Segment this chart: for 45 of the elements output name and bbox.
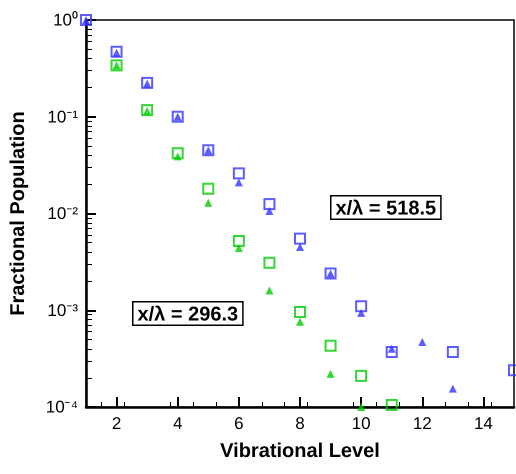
point (172, 147, 184, 160)
point (418, 338, 426, 346)
point (141, 76, 154, 89)
point (355, 300, 368, 312)
point (357, 403, 366, 411)
point (296, 318, 304, 326)
x-tick-label: 12 (412, 414, 432, 433)
point (357, 308, 366, 317)
y-tick-label: 10⁰ (53, 10, 78, 30)
annotation: x/λ = 518.5 (336, 198, 436, 220)
point (355, 370, 368, 382)
point (110, 46, 123, 58)
point (232, 234, 245, 247)
y-axis-title: Fractional Population (7, 111, 29, 316)
point (386, 398, 398, 411)
x-axis-title: Vibrational Level (220, 440, 380, 462)
y-tick-label: 10⁻³ (47, 300, 78, 320)
point (324, 340, 337, 352)
y-tick-label: 10⁻² (47, 204, 78, 223)
y-tick-label: 10⁻⁴ (46, 398, 78, 416)
point (294, 306, 306, 318)
point (448, 384, 457, 393)
x-tick-label: 4 (172, 414, 182, 433)
point (263, 198, 276, 210)
point (386, 346, 398, 358)
point (263, 256, 276, 269)
point (446, 346, 459, 358)
point (232, 167, 245, 180)
point (294, 232, 306, 245)
point (265, 286, 274, 294)
point (296, 243, 304, 252)
annotation: x/λ = 296.3 (138, 304, 238, 326)
x-tick-label: 6 (234, 414, 244, 433)
x-tick-label: 2 (112, 414, 122, 433)
point (326, 370, 335, 378)
point (234, 178, 243, 186)
point (141, 104, 154, 116)
point (202, 182, 214, 195)
point (265, 207, 274, 216)
y-tick-label: 10⁻¹ (47, 107, 78, 126)
x-tick-label: 8 (295, 414, 305, 433)
point (204, 198, 212, 207)
point (234, 244, 243, 252)
x-tick-label: 10 (352, 414, 371, 433)
x-tick-label: 14 (474, 414, 493, 433)
